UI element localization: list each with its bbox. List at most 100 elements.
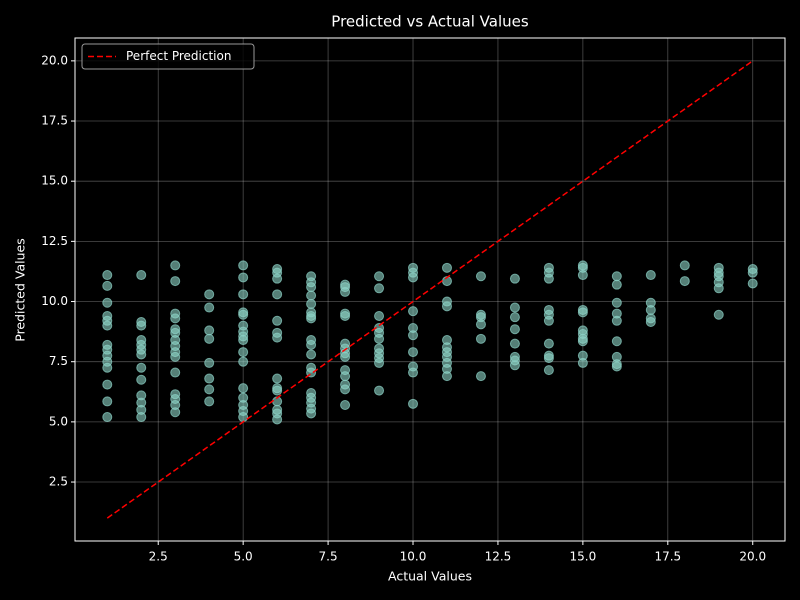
point xyxy=(340,400,351,411)
point xyxy=(543,353,554,364)
point xyxy=(272,273,283,284)
x-tick-label: 12.5 xyxy=(485,550,512,564)
point xyxy=(102,280,113,291)
point xyxy=(136,362,147,373)
point xyxy=(170,367,181,378)
point xyxy=(272,289,283,300)
point xyxy=(102,396,113,407)
point xyxy=(272,385,283,396)
point xyxy=(408,347,419,358)
point xyxy=(204,396,215,407)
point xyxy=(170,276,181,287)
point xyxy=(509,360,520,371)
point xyxy=(272,414,283,425)
point xyxy=(645,304,656,315)
line xyxy=(106,60,754,519)
point xyxy=(170,313,181,324)
point xyxy=(306,298,317,309)
point xyxy=(374,385,385,396)
point xyxy=(340,351,351,362)
y-tick-label: 15.0 xyxy=(41,174,68,188)
point xyxy=(238,356,249,367)
point xyxy=(238,383,249,394)
point xyxy=(340,371,351,382)
point xyxy=(577,270,588,281)
point xyxy=(136,412,147,423)
point xyxy=(611,336,622,347)
point xyxy=(577,307,588,318)
point xyxy=(747,278,758,289)
point xyxy=(306,349,317,360)
point xyxy=(238,347,249,358)
y-tick-label: 2.5 xyxy=(49,475,68,489)
point xyxy=(204,333,215,344)
point xyxy=(238,335,249,346)
point xyxy=(408,398,419,409)
point xyxy=(238,412,249,423)
point xyxy=(340,286,351,297)
chart-title: Predicted vs Actual Values xyxy=(331,13,529,31)
point xyxy=(611,271,622,282)
point xyxy=(306,339,317,350)
x-tick-label: 7.5 xyxy=(319,550,338,564)
point xyxy=(102,362,113,373)
point xyxy=(679,276,690,287)
point xyxy=(408,330,419,341)
point xyxy=(374,271,385,282)
point xyxy=(238,309,249,320)
plot-frame xyxy=(74,37,786,542)
point xyxy=(136,270,147,281)
point xyxy=(204,289,215,300)
point xyxy=(509,324,520,335)
x-tick-label: 5.0 xyxy=(234,550,253,564)
point xyxy=(102,379,113,390)
point xyxy=(543,338,554,349)
point xyxy=(713,309,724,320)
y-axis-label: Predicted Values xyxy=(13,238,28,342)
point xyxy=(204,373,215,384)
point xyxy=(136,374,147,385)
point xyxy=(645,270,656,281)
point xyxy=(170,351,181,362)
point xyxy=(136,349,147,360)
point xyxy=(204,357,215,368)
y-tick-label: 17.5 xyxy=(41,114,68,128)
point xyxy=(713,283,724,294)
point xyxy=(272,315,283,326)
point xyxy=(340,384,351,395)
point xyxy=(543,315,554,326)
point xyxy=(577,336,588,347)
point xyxy=(645,316,656,327)
point xyxy=(340,310,351,321)
point xyxy=(204,325,215,336)
point xyxy=(136,320,147,331)
point xyxy=(611,279,622,290)
point xyxy=(509,312,520,323)
y-tick-label: 20.0 xyxy=(41,53,68,67)
point xyxy=(475,319,486,330)
x-tick-label: 15.0 xyxy=(570,550,597,564)
point xyxy=(408,272,419,283)
y-tick-label: 7.5 xyxy=(49,354,68,368)
x-tick-label: 2.5 xyxy=(149,550,168,564)
y-tick-label: 12.5 xyxy=(41,234,68,248)
point xyxy=(679,260,690,271)
legend-label: Perfect Prediction xyxy=(126,49,231,63)
point xyxy=(238,289,249,300)
point xyxy=(238,272,249,283)
x-tick-label: 10.0 xyxy=(400,550,427,564)
point xyxy=(441,262,452,273)
point xyxy=(611,315,622,326)
point xyxy=(509,338,520,349)
point xyxy=(509,273,520,284)
point xyxy=(306,282,317,293)
point xyxy=(272,373,283,384)
point xyxy=(611,297,622,308)
point xyxy=(543,273,554,284)
point xyxy=(441,371,452,382)
point xyxy=(577,357,588,368)
y-tick-label: 10.0 xyxy=(41,294,68,308)
point xyxy=(475,333,486,344)
